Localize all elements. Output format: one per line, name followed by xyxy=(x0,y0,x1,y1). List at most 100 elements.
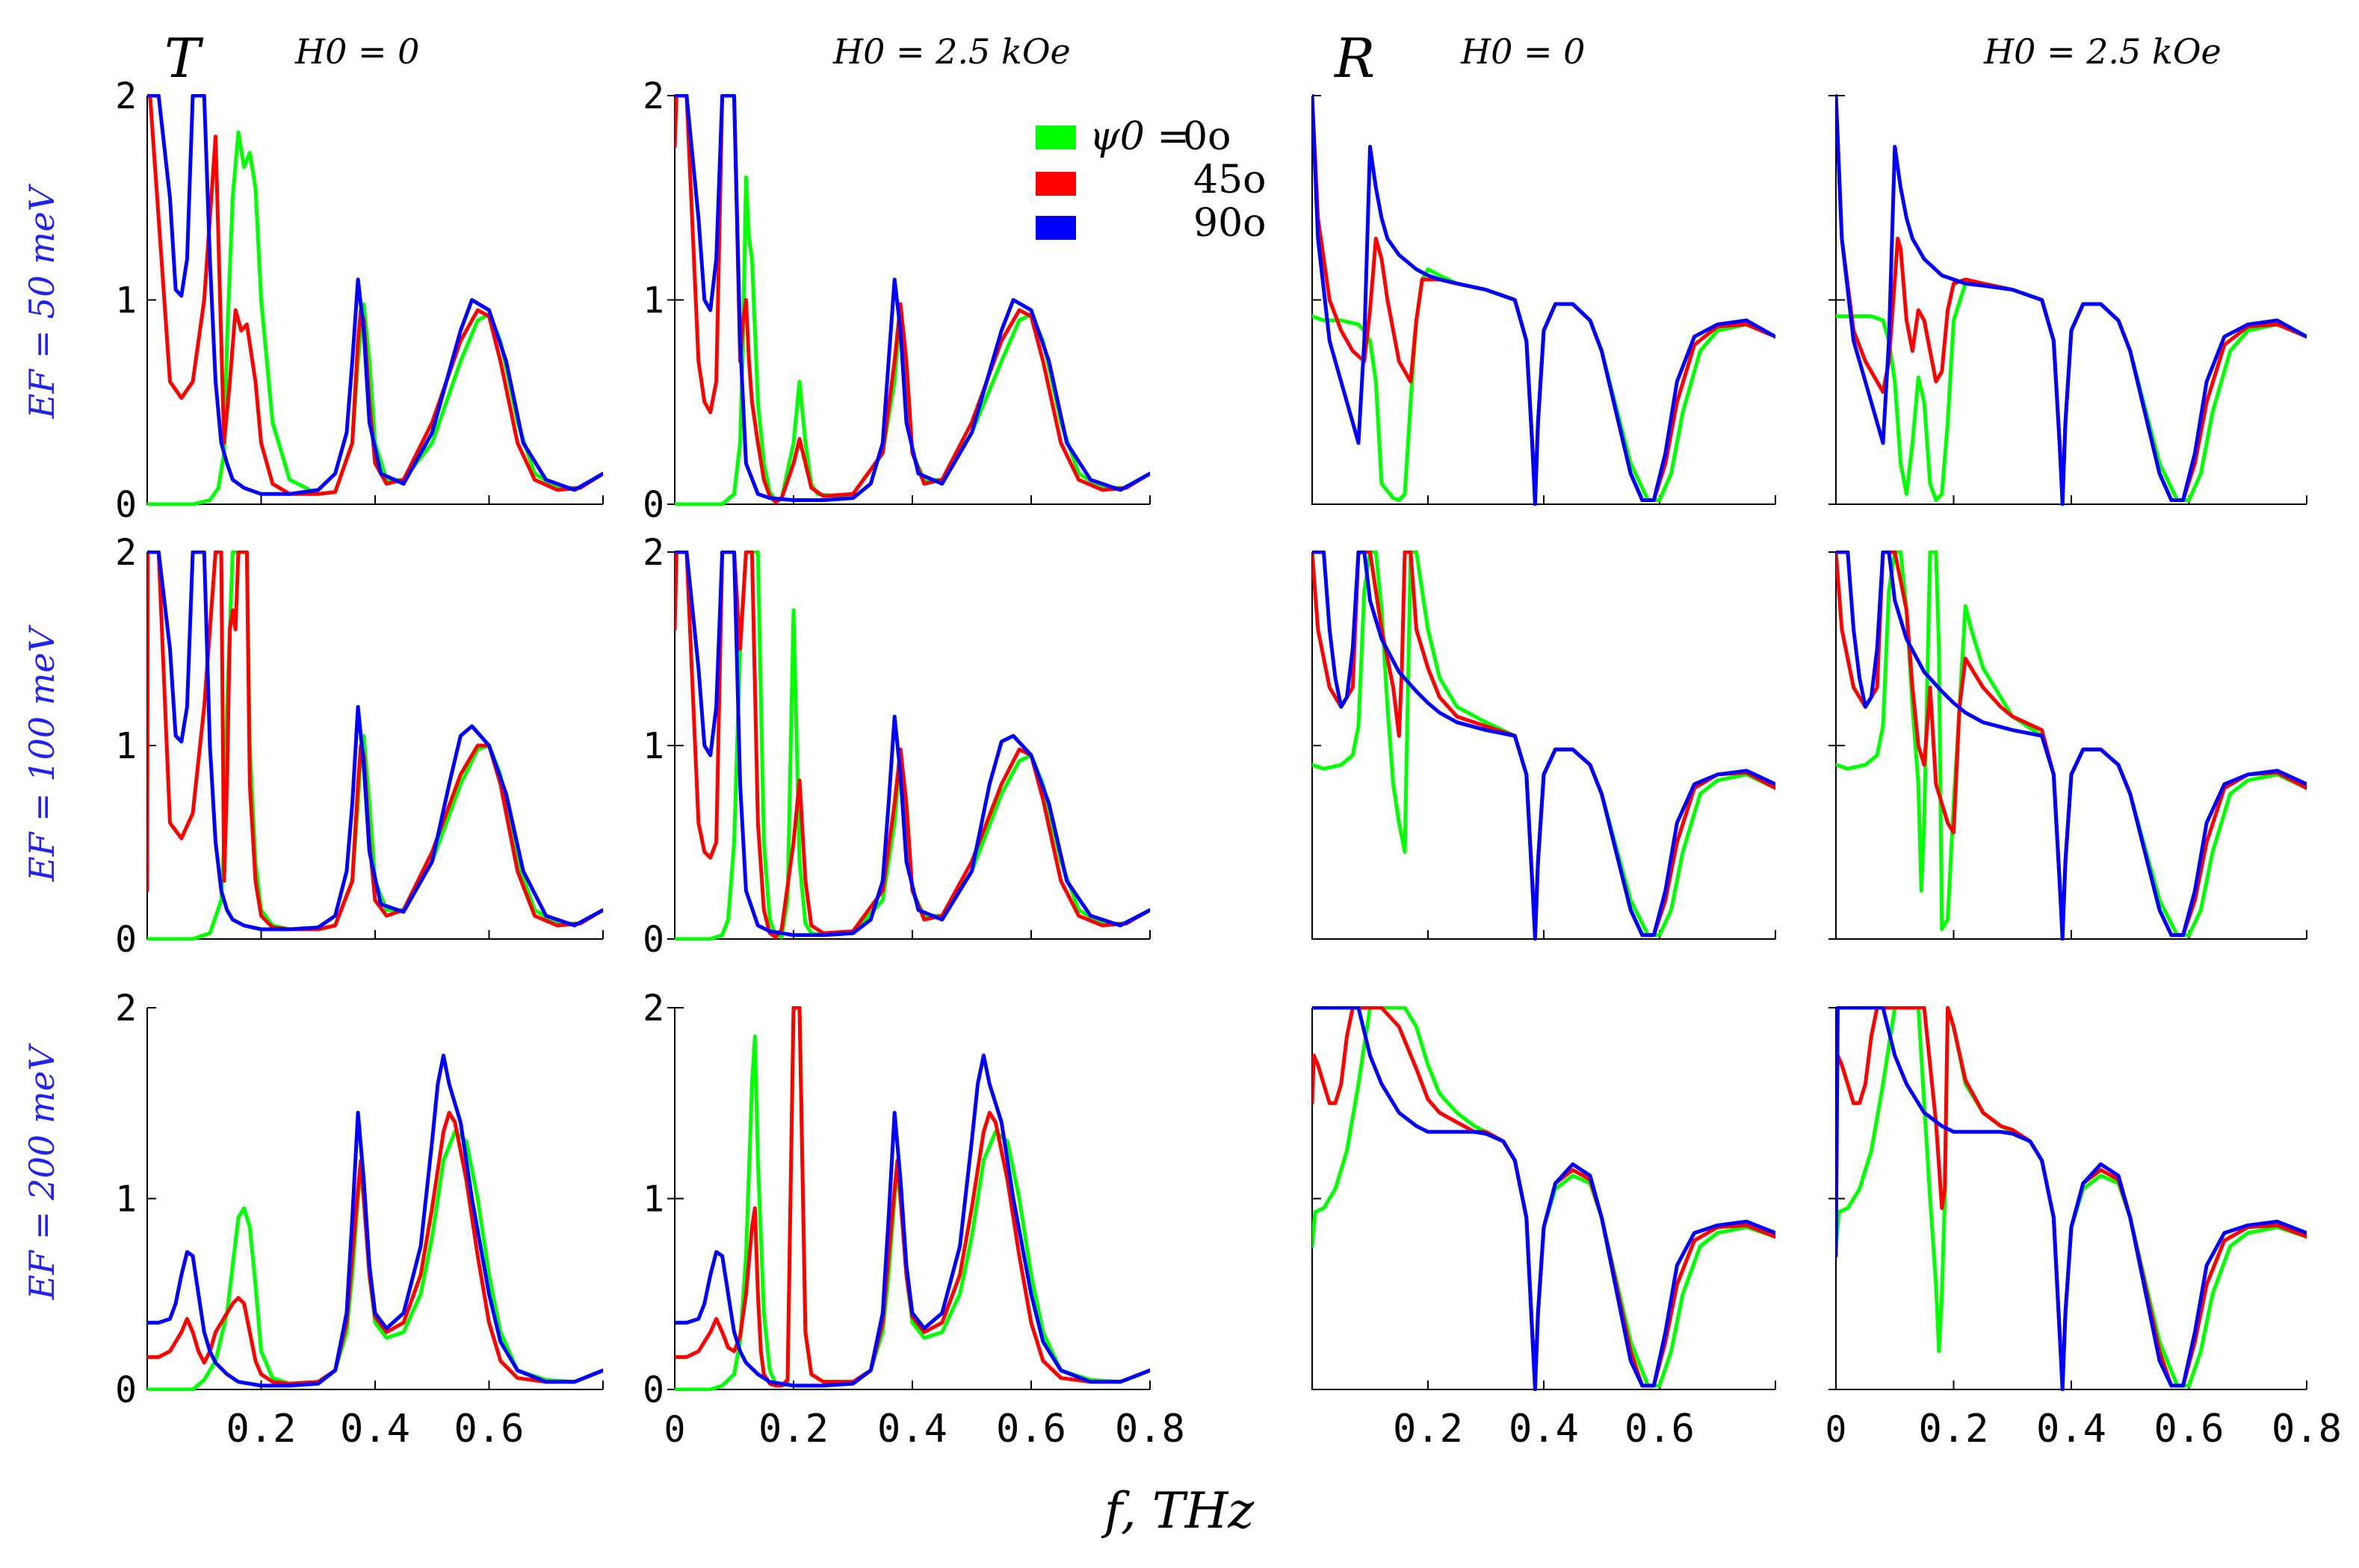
series-line-90o xyxy=(1836,94,2307,506)
x-tick-label: 0.2 xyxy=(1393,1407,1463,1451)
panel-curves xyxy=(1312,94,1775,506)
panel-curves xyxy=(147,1053,603,1391)
series-line-0o xyxy=(1312,267,1775,502)
panel: 0.2 0.4 0.6 0.8 0 xyxy=(1825,1006,2342,1451)
panel-curves xyxy=(1836,551,2307,941)
legend-label: 0o xyxy=(1183,114,1231,159)
panel-curves xyxy=(675,94,1150,506)
series-line-45o xyxy=(1312,94,1775,502)
x-axis-label: f, THz xyxy=(1101,1482,1255,1540)
series-line-45o xyxy=(1836,1006,2307,1388)
series-line-0o xyxy=(1836,1006,2307,1388)
series-line-90o xyxy=(147,1053,603,1388)
y-tick-label: 0 xyxy=(643,484,664,526)
axes xyxy=(1835,1008,2307,1390)
series-line-90o xyxy=(1312,551,1775,941)
series-line-0o xyxy=(675,1006,1150,1391)
y-tick-label: 0 xyxy=(115,484,137,526)
y-tick-label: 1 xyxy=(643,1179,664,1221)
x-tick-label: 0.6 xyxy=(1624,1407,1695,1451)
series-line-0o xyxy=(1836,551,2307,938)
series-line-45o xyxy=(1836,94,2307,502)
row-label: EF = 50 meV xyxy=(22,183,62,419)
axes xyxy=(1311,96,1775,505)
legend: ψ0 = 0o 45o 90o xyxy=(1036,114,1266,246)
x-tick-label: 0.6 xyxy=(996,1407,1066,1451)
series-line-90o xyxy=(1836,1006,2307,1391)
panel xyxy=(1311,94,1776,506)
panel-curves xyxy=(147,551,603,941)
panel: 0 1 2 xyxy=(115,532,604,961)
y-tick-label: 0 xyxy=(643,1369,664,1411)
y-tick-label: 0 xyxy=(643,919,664,961)
y-tick-label: 2 xyxy=(115,75,137,117)
panel-curves xyxy=(675,551,1150,941)
y-tick-label: 1 xyxy=(643,725,664,767)
panel xyxy=(1828,551,2307,941)
x-tick-label: 0.4 xyxy=(1509,1407,1579,1451)
panel: 0.2 0.4 0.6 xyxy=(1311,1006,1776,1451)
row-label: EF = 200 meV xyxy=(22,1042,62,1301)
x-tick-label: 0.8 xyxy=(1115,1407,1185,1451)
panel xyxy=(1828,94,2307,506)
series-line-45o xyxy=(675,94,1150,504)
x-tick-label: 0.4 xyxy=(877,1407,947,1451)
series-line-45o xyxy=(675,551,1150,939)
y-tick-label: 2 xyxy=(115,988,137,1029)
series-line-45o xyxy=(147,94,603,496)
x-tick-label: 0.2 xyxy=(1919,1407,1989,1451)
axes xyxy=(674,1008,1150,1390)
panel: 0 1 2 0.2 0.4 0.6 xyxy=(115,988,604,1451)
panel-curves xyxy=(147,94,603,506)
y-tick-label: 1 xyxy=(643,280,664,322)
series-line-90o xyxy=(675,1053,1150,1388)
series-line-0o xyxy=(1312,551,1775,938)
axes xyxy=(1311,1008,1775,1390)
series-line-90o xyxy=(675,551,1150,938)
y-tick-label: 1 xyxy=(115,1179,137,1221)
panel-curves xyxy=(1312,1006,1775,1391)
column-field-header: H0 = 2.5 kOe xyxy=(832,31,1071,72)
y-tick-label: 0 xyxy=(115,919,137,961)
series-line-0o xyxy=(1312,1006,1775,1388)
x-tick-label: 0.8 xyxy=(2272,1407,2342,1451)
series-line-90o xyxy=(1312,94,1775,506)
series-line-90o xyxy=(675,94,1150,502)
panel: 0 1 2 xyxy=(643,75,1151,526)
series-line-90o xyxy=(1312,1006,1775,1391)
x-tick-label: 0.4 xyxy=(340,1407,410,1451)
series-line-90o xyxy=(147,551,603,932)
x-tick-label: 0.6 xyxy=(454,1407,525,1451)
panel-curves xyxy=(1312,551,1775,941)
panel xyxy=(1311,551,1776,941)
panel-curves xyxy=(1836,1006,2307,1391)
legend-swatch xyxy=(1036,216,1076,240)
legend-swatch xyxy=(1036,172,1076,196)
panel-curves xyxy=(675,1006,1150,1391)
y-tick-label: 1 xyxy=(115,725,137,767)
column-field-header: H0 = 0 xyxy=(1460,31,1585,72)
legend-swatch xyxy=(1036,125,1076,149)
column-quantity-R: R xyxy=(1333,27,1375,90)
series-line-90o xyxy=(147,94,603,496)
y-tick-label: 2 xyxy=(643,532,664,574)
x-tick-label: 0.6 xyxy=(2154,1407,2224,1451)
legend-label: 45o xyxy=(1193,158,1266,202)
series-line-90o xyxy=(1836,551,2307,941)
series-line-0o xyxy=(147,1129,603,1391)
y-tick-label: 2 xyxy=(643,75,664,117)
y-tick-label: 1 xyxy=(115,280,137,322)
series-line-45o xyxy=(675,1006,1150,1388)
x-tick-label: 0 xyxy=(664,1409,686,1451)
panel: 0 1 2 xyxy=(643,532,1151,961)
series-line-45o xyxy=(147,1111,603,1386)
x-tick-label: 0.4 xyxy=(2036,1407,2106,1451)
x-tick-label: 0.2 xyxy=(758,1407,829,1451)
row-label: EF = 100 meV xyxy=(22,624,62,882)
series-line-45o xyxy=(1836,551,2307,938)
x-tick-label: 0 xyxy=(1825,1409,1847,1451)
column-field-header: H0 = 2.5 kOe xyxy=(1983,31,2222,72)
y-tick-label: 2 xyxy=(115,532,137,574)
column-quantity-T: T xyxy=(164,27,204,90)
